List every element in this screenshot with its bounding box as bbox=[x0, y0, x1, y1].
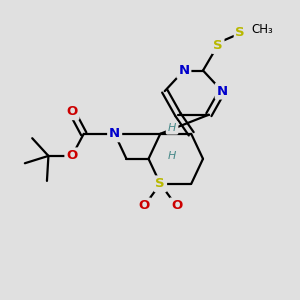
Text: S: S bbox=[155, 177, 165, 190]
Text: O: O bbox=[171, 200, 182, 212]
Text: N: N bbox=[217, 85, 228, 98]
Text: H: H bbox=[167, 123, 177, 133]
Text: H: H bbox=[168, 123, 176, 133]
Text: N: N bbox=[109, 127, 120, 140]
Text: O: O bbox=[66, 149, 78, 162]
Text: S: S bbox=[235, 26, 244, 39]
Text: O: O bbox=[66, 105, 78, 118]
Text: O: O bbox=[139, 200, 150, 212]
Text: H: H bbox=[167, 151, 177, 161]
Text: N: N bbox=[178, 64, 189, 77]
Text: H: H bbox=[168, 151, 176, 161]
Text: S: S bbox=[213, 39, 223, 52]
Text: CH₃: CH₃ bbox=[252, 23, 273, 36]
